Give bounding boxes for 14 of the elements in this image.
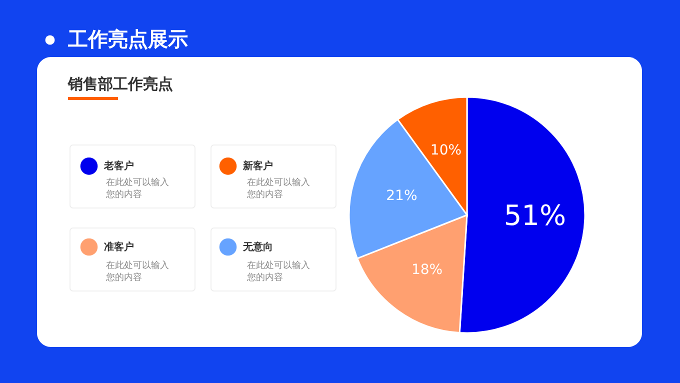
text: 在此处可以输入您的内容 [105,260,169,283]
data-label: 51% [504,199,566,232]
chart-subtitle: 销售部工作亮点 [67,75,173,93]
text: 在此处可以输入您的内容 [105,177,169,200]
data-label: 10% [430,142,462,158]
text: 在此处可以输入您的内容 [246,177,310,200]
legend-label: 准客户 [104,241,134,253]
legend-label: 无意向 [242,241,273,253]
data-label: 18% [411,262,443,278]
text: 在此处可以输入您的内容 [246,260,310,283]
data-label: 21% [386,188,418,204]
legend-label: 老客户 [103,160,134,172]
chart-title: 工作亮点展示 [67,27,188,51]
legend-label: 新客户 [242,160,273,172]
